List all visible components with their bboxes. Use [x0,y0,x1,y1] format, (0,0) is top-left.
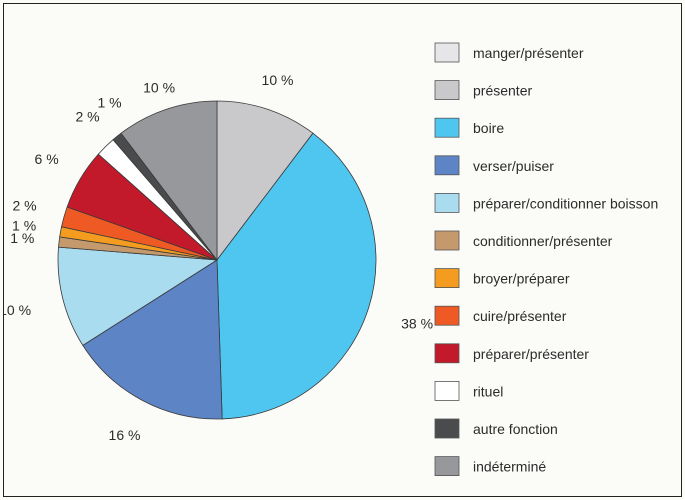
legend-item-conditionner-presenter: conditionner/présenter [434,230,613,251]
legend-item-verser-puiser: verser/puiser [434,155,554,176]
slice-label-preparer-presenter: 6 % [35,151,59,167]
legend-swatch [434,155,460,176]
legend-swatch [434,305,460,326]
legend-item-boire: boire [434,117,504,138]
legend-item-rituel: rituel [434,380,503,401]
legend-label: cuire/présenter [473,308,567,324]
pie-chart: 10 %38 %16 %10 %1 %1 %2 %6 %2 %1 %10 % m… [4,42,658,477]
legend-label: conditionner/présenter [473,233,613,249]
legend-label: verser/puiser [473,158,554,174]
slice-label-verser-puiser: 16 % [109,427,141,443]
legend-label: présenter [473,83,532,99]
pie-slice-boire [216,132,377,420]
pie-slice-verser-puiser [82,259,223,420]
legend-swatch [434,418,460,439]
chart-frame: 10 %38 %16 %10 %1 %1 %2 %6 %2 %1 %10 % m… [3,3,682,497]
legend-label: rituel [473,383,503,399]
slice-label-rituel: 2 % [75,108,99,124]
legend-item-manger-presenter: manger/présenter [434,42,584,63]
pie-slice-preparer-conditionner-boisson [57,246,219,346]
legend-swatch [434,343,460,364]
slice-label-broyer-preparer: 1 % [12,217,36,233]
slice-label-autre-fonction: 1 % [97,94,121,110]
legend-swatch [434,117,460,138]
legend-item-autre-fonction: autre fonction [434,418,558,439]
legend: manger/présenter présenter boire verser/pui… [434,42,658,477]
legend-label: autre fonction [473,421,558,437]
legend-item-indetermine: indéterminé [434,456,546,477]
pie-slices [57,100,377,420]
legend-label: indéterminé [473,459,546,475]
legend-swatch [434,230,460,251]
slice-label-boire: 38 % [401,316,433,332]
legend-label: manger/présenter [473,45,584,61]
legend-swatch [434,42,460,63]
slice-label-indetermine: 10 % [143,80,175,96]
slice-label-preparer-conditionner-boisson: 10 % [4,302,31,318]
slice-labels: 10 %38 %16 %10 %1 %1 %2 %6 %2 %1 %10 % [4,72,433,443]
legend-item-preparer-presenter: préparer/présenter [434,343,589,364]
legend-label: préparer/conditionner boisson [473,195,658,211]
legend-label: boire [473,120,504,136]
legend-swatch [434,380,460,401]
legend-item-presenter: présenter [434,80,532,100]
slice-label-presenter: 10 % [262,72,294,88]
slice-label-conditionner-presenter: 1 % [10,230,34,246]
slice-label-cuire-presenter: 2 % [12,198,36,214]
legend-item-cuire-presenter: cuire/présenter [434,305,567,326]
legend-swatch [434,456,460,477]
pie-slice-presenter [216,100,314,262]
legend-swatch [434,192,460,213]
legend-swatch [434,268,460,289]
legend-label: préparer/présenter [473,346,589,362]
legend-item-broyer-preparer: broyer/préparer [434,268,570,289]
legend-item-preparer-conditionner-boisson: préparer/conditionner boisson [434,192,658,213]
legend-swatch [434,80,460,100]
legend-label: broyer/préparer [473,271,570,287]
pie-slice-indetermine [120,100,218,262]
